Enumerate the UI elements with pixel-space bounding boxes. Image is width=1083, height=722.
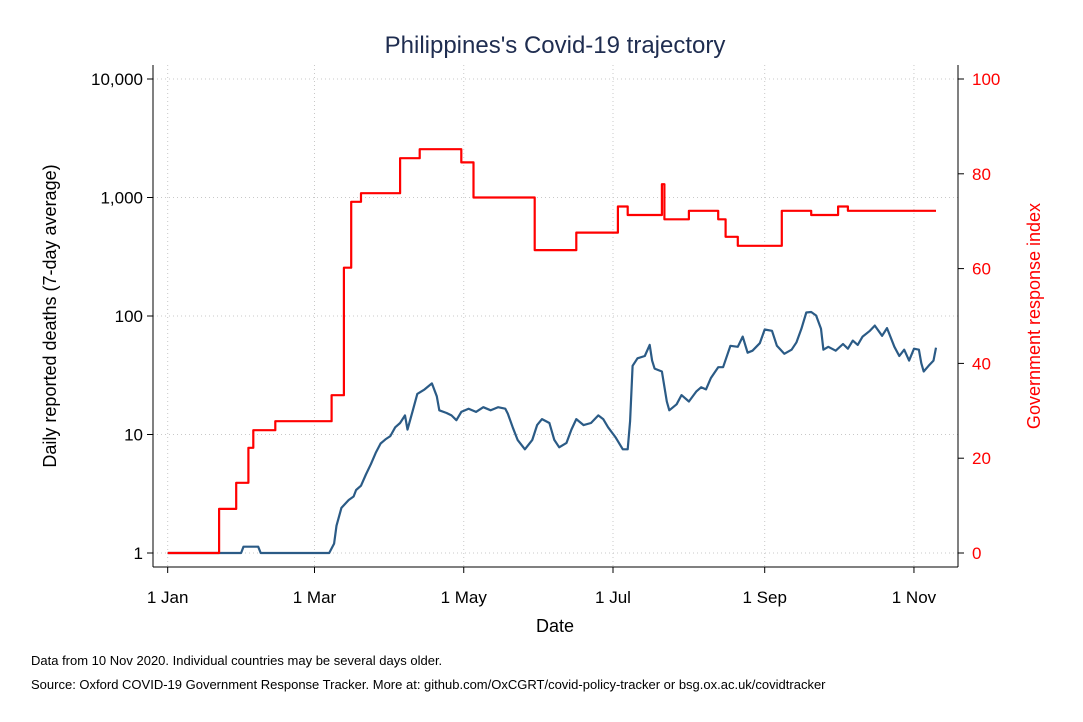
chart-title: Philippines's Covid-19 trajectory [385,32,726,59]
left-tick-label: 1,000 [100,189,143,208]
x-tick-label: 1 May [441,588,488,607]
right-tick-label: 100 [972,70,1000,89]
y-axis-label-right: Government response index [1024,203,1044,429]
y-axis-label-left: Daily reported deaths (7-day average) [40,164,60,467]
x-tick-label: 1 Sep [742,588,786,607]
response-series-line [167,148,936,555]
x-tick-label: 1 Nov [892,588,937,607]
x-tick-label: 1 Mar [293,588,337,607]
x-tick-label: 1 Jul [595,588,631,607]
right-tick-label: 20 [972,449,991,468]
right-tick-label: 40 [972,354,991,373]
left-tick-label: 10 [124,426,143,445]
left-tick-label: 10,000 [91,70,143,89]
right-tick-label: 60 [972,260,991,279]
left-tick-label: 1 [134,544,143,563]
right-tick-label: 0 [972,544,981,563]
right-tick-label: 80 [972,165,991,184]
x-tick-label: 1 Jan [147,588,189,607]
data-date-note: Data from 10 Nov 2020. Individual countr… [31,653,443,668]
source-note: Source: Oxford COVID-19 Government Respo… [31,677,826,692]
left-tick-label: 100 [115,307,143,326]
deaths-series-line [167,310,938,555]
x-axis-label: Date [536,616,574,636]
